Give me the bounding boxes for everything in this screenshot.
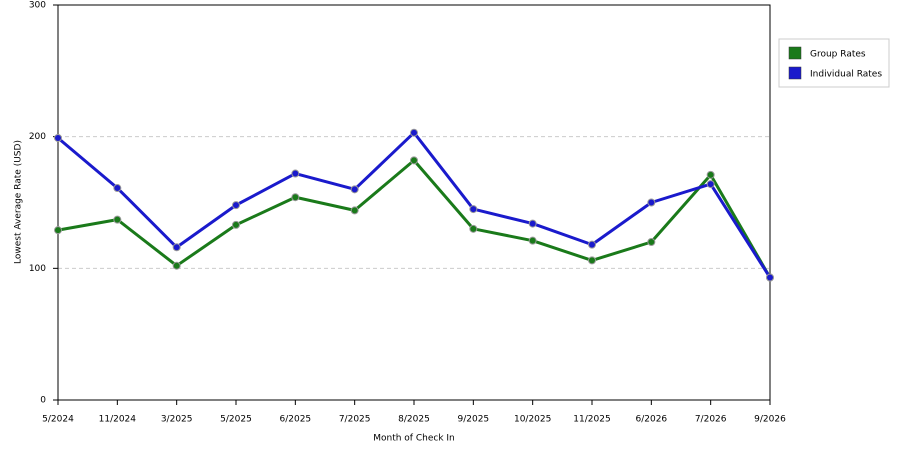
data-point (410, 156, 418, 165)
data-point (291, 169, 300, 178)
plot-frame (57, 4, 771, 401)
x-tick-label: 3/2025 (161, 415, 193, 425)
y-tick-label: 0 (40, 396, 46, 406)
data-point (647, 198, 656, 207)
legend-swatch (788, 66, 802, 80)
x-tick-label: 9/2025 (457, 415, 489, 425)
x-tick-label: 6/2026 (635, 415, 667, 425)
data-point (232, 201, 240, 210)
data-point (588, 256, 596, 265)
legend-swatch (788, 46, 802, 60)
data-point (54, 133, 62, 142)
x-tick-label: 9/2026 (754, 415, 786, 425)
data-point (113, 215, 122, 224)
data-point (54, 226, 62, 235)
data-point (172, 243, 181, 252)
legend-box (778, 38, 890, 88)
x-tick-label: 5/2025 (220, 415, 252, 425)
x-tick-label: 10/2025 (514, 415, 551, 425)
x-tick-label: 6/2025 (279, 415, 311, 425)
data-point (588, 240, 596, 249)
data-point (647, 238, 656, 246)
x-tick-label: 7/2025 (339, 415, 371, 425)
y-tick-label: 200 (29, 132, 46, 142)
x-tick-label: 11/2025 (573, 415, 610, 425)
data-point (528, 219, 537, 228)
x-axis-label: Month of Check In (373, 434, 455, 444)
data-point (469, 205, 478, 214)
x-tick-label: 5/2024 (42, 415, 74, 425)
y-axis-label: Lowest Average Rate (USD) (14, 140, 24, 264)
data-point (113, 184, 122, 193)
y-tick-label: 300 (29, 1, 46, 11)
x-tick-label: 11/2024 (99, 415, 137, 425)
data-point (291, 193, 300, 202)
data-point (232, 220, 240, 229)
data-point (528, 236, 537, 245)
legend-label: Individual Rates (810, 70, 882, 80)
data-point (469, 224, 478, 233)
data-point (706, 170, 715, 179)
y-tick-label: 100 (29, 264, 46, 274)
data-point (706, 180, 715, 189)
legend-label: Group Rates (810, 50, 866, 60)
x-tick-label: 7/2026 (695, 415, 727, 425)
data-point (350, 185, 359, 194)
series-line (57, 158, 772, 279)
data-point (410, 128, 418, 137)
data-point (172, 261, 181, 270)
data-point (350, 206, 359, 215)
data-point (766, 273, 774, 282)
x-tick-label: 8/2025 (398, 415, 430, 425)
